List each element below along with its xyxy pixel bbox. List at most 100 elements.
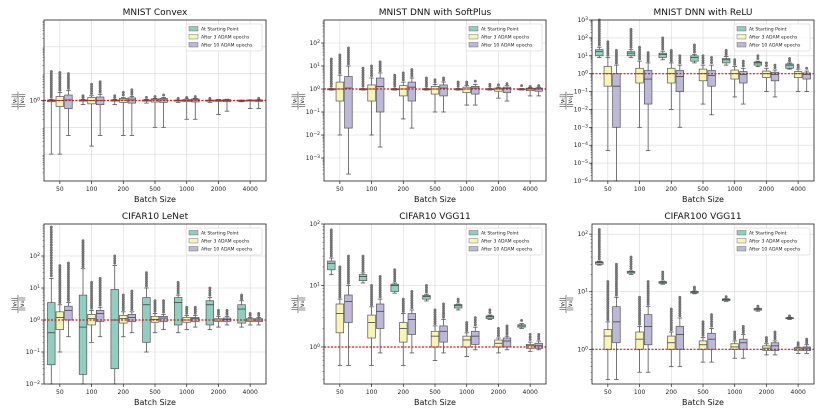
x-tick-label: 50 (56, 186, 64, 193)
x-tick-label: 500 (429, 186, 441, 193)
box (595, 49, 604, 57)
outlier-point (796, 341, 800, 345)
outliers (329, 228, 333, 258)
y-tick-label: 100 (29, 96, 40, 105)
outliers (646, 280, 650, 306)
x-tick-label: 1000 (179, 389, 194, 396)
series-2 (55, 264, 255, 353)
outliers (661, 36, 665, 51)
x-tick-label: 100 (366, 389, 378, 396)
y-axis-label-numerator: ||vₜ|| (292, 94, 299, 107)
legend: At Starting Point After 3 ADAM epochs Afte… (185, 227, 263, 256)
box (64, 94, 73, 109)
box (344, 76, 353, 129)
box (612, 306, 621, 344)
outliers (81, 94, 85, 100)
box (603, 329, 613, 350)
series-3 (344, 46, 543, 175)
series-3 (612, 48, 811, 182)
outlier-point (162, 93, 166, 97)
box (730, 343, 739, 350)
legend-swatch (188, 26, 199, 32)
box (462, 335, 471, 348)
box (95, 310, 105, 322)
outliers (473, 79, 477, 83)
outliers (756, 304, 760, 308)
outliers (66, 261, 70, 302)
outlier-point (505, 324, 509, 328)
outlier-point (669, 48, 673, 52)
outlier-point (49, 243, 53, 247)
outliers (805, 66, 809, 70)
outlier-point (724, 48, 728, 52)
outlier-point (646, 280, 650, 284)
outlier-point (49, 258, 53, 262)
x-tick-label: 1000 (179, 186, 194, 193)
outliers (669, 307, 673, 332)
chart-title: MNIST DNN with SoftPlus (379, 8, 492, 18)
outlier-point (629, 255, 633, 259)
outliers (329, 57, 333, 88)
outlier-point (410, 68, 414, 72)
outliers (528, 332, 532, 341)
legend-box (185, 227, 263, 256)
series-2 (55, 71, 255, 155)
outlier-point (788, 57, 792, 60)
legend-entry: After 10 ADAM epochs (201, 247, 253, 253)
box (770, 342, 780, 351)
outliers (58, 71, 62, 92)
outliers (144, 271, 148, 288)
legend-swatch (188, 246, 199, 252)
outlier-point (130, 289, 134, 293)
box (439, 84, 448, 97)
y-axis-label: ||vₜ|| ||v₀|| (12, 91, 26, 110)
outliers (130, 88, 134, 96)
outliers (424, 76, 428, 88)
box (471, 330, 480, 345)
box (390, 283, 399, 292)
chart-panel-2: 102 101 100 10−1 10−2 10−3 50 100 200 500 1000 2000… (292, 8, 547, 204)
outlier-point (473, 318, 477, 322)
legend-entry: After 3 ADAM epochs (749, 35, 798, 41)
outliers (153, 95, 157, 99)
outlier-point (370, 69, 374, 73)
outliers (669, 48, 673, 63)
outlier-point (58, 264, 62, 268)
outliers (90, 82, 94, 95)
outlier-point (805, 66, 809, 70)
outliers (370, 64, 374, 78)
outlier-point (465, 80, 469, 84)
x-tick-label: 200 (118, 186, 130, 193)
outlier-point (488, 82, 492, 86)
outlier-point (113, 254, 117, 258)
outliers (176, 96, 180, 100)
outlier-point (346, 254, 350, 258)
outliers (597, 228, 601, 261)
box (626, 51, 636, 57)
box (802, 72, 811, 80)
x-tick-label: 200 (398, 186, 410, 193)
box (399, 85, 408, 97)
box (78, 294, 88, 375)
legend-entry: At Starting Point (201, 231, 239, 237)
y-axis-label-denominator: ||v₀|| (299, 93, 306, 107)
outliers (496, 83, 500, 87)
outlier-point (764, 64, 768, 68)
box (667, 67, 676, 84)
outlier-point (185, 95, 189, 99)
y-axis-label-numerator: ||vₜ|| (292, 297, 299, 310)
x-tick-label: 50 (604, 389, 612, 396)
box (159, 316, 168, 322)
outliers (442, 76, 446, 82)
y-tick-label: 100 (29, 316, 40, 325)
box (698, 68, 708, 82)
outliers (733, 58, 737, 66)
outlier-point (176, 96, 180, 100)
outlier-point (741, 324, 745, 328)
outliers (505, 324, 509, 336)
x-tick-label: 4000 (523, 389, 538, 396)
outliers (401, 71, 405, 82)
outlier-point (796, 63, 800, 67)
outliers (208, 286, 212, 297)
outlier-point (208, 293, 212, 297)
